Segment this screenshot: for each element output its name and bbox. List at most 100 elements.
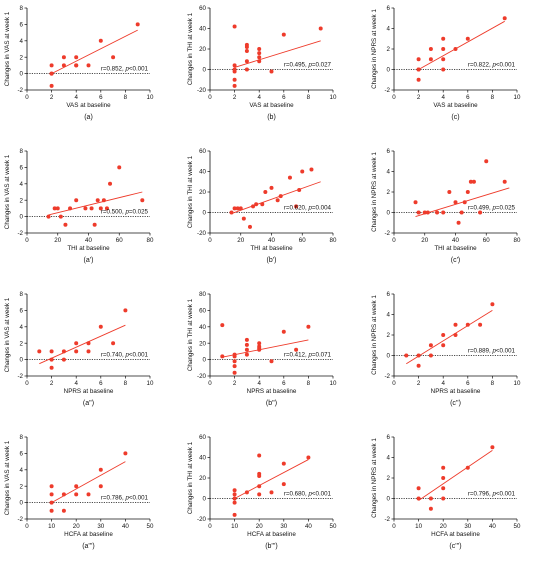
correlation-p-value: <0.001	[496, 348, 516, 355]
data-point	[86, 492, 91, 497]
x-tick-label: 0	[392, 237, 396, 244]
x-tick-label: 50	[147, 523, 154, 530]
data-point	[441, 465, 446, 470]
data-point	[68, 206, 73, 211]
x-tick-label: 4	[257, 380, 261, 387]
y-axis-label: Changes in VAS at week 1	[4, 297, 11, 372]
data-point	[89, 206, 94, 211]
data-point	[58, 214, 63, 219]
x-tick-label: 2	[233, 380, 237, 387]
data-point	[294, 204, 299, 209]
y-tick-label: 6	[387, 434, 391, 441]
data-point	[244, 49, 249, 54]
correlation-annotation: r=0.786, p<0.001	[101, 495, 149, 502]
x-tick-label: 40	[489, 523, 496, 530]
scatter-panel-2: Changes in THI at week 1 -20 0 20 40 60 0 2 4 6 8 1…	[183, 0, 366, 142]
data-point	[441, 476, 446, 480]
y-tick-label: 6	[387, 5, 391, 12]
scatter-panel-4: Changes in VAS at week 1 -2 0 2 4 6 8 0 20 40 60 80…	[0, 143, 183, 285]
x-tick-label: 2	[50, 94, 54, 101]
correlation-r: r=0.500,	[101, 209, 126, 216]
y-tick-label: 60	[199, 308, 206, 315]
x-tick-label: 10	[48, 523, 55, 530]
correlation-p-symbol: p	[307, 352, 312, 359]
correlation-p-value: <0.001	[129, 352, 149, 359]
data-point	[49, 484, 54, 489]
y-axis-label: Changes in VAS at week 1	[4, 440, 11, 515]
x-tick-label: 30	[97, 523, 104, 530]
data-point	[244, 342, 249, 347]
data-point	[309, 167, 314, 172]
x-axis-label: THI at baseline	[67, 245, 110, 252]
data-point	[74, 198, 79, 203]
correlation-r: r=0.786,	[101, 495, 126, 502]
scatter-panel-8: Changes in THI at week 1 -20 0 20 40 60 80 0 2 4 6…	[183, 286, 366, 428]
panel-caption: (c'')	[450, 400, 461, 407]
data-point	[49, 357, 54, 362]
data-point	[244, 490, 249, 495]
x-tick-label: 80	[147, 237, 154, 244]
data-point	[104, 206, 109, 211]
x-tick-label: 20	[256, 523, 263, 530]
y-tick-label: 6	[387, 148, 391, 155]
data-point	[61, 349, 66, 354]
x-tick-label: 6	[99, 94, 103, 101]
x-tick-label: 0	[392, 380, 396, 387]
y-tick-label: 0	[387, 67, 391, 74]
y-tick-label: 8	[20, 148, 24, 155]
data-point	[251, 204, 256, 209]
data-point	[428, 343, 433, 348]
data-point	[86, 63, 91, 68]
data-point	[98, 206, 103, 211]
y-tick-label: -20	[197, 516, 207, 523]
y-tick-label: 2	[387, 46, 391, 53]
data-point	[49, 500, 54, 505]
data-point	[61, 55, 66, 60]
data-point	[232, 492, 237, 497]
correlation-annotation: r=0.412, p=0.071	[284, 352, 332, 359]
panel-caption: (b')	[267, 257, 277, 264]
y-axis-label: Changes in NPRS at week 1	[371, 438, 378, 518]
y-tick-label: 0	[387, 353, 391, 360]
correlation-p-value: =0.004	[312, 205, 332, 212]
regression-line	[51, 29, 138, 75]
data-point	[257, 453, 262, 458]
x-axis-label: THI at baseline	[434, 245, 477, 252]
x-tick-label: 0	[208, 380, 212, 387]
x-tick-label: 0	[208, 237, 212, 244]
correlation-annotation: r=0.500, p=0.025	[101, 209, 149, 216]
data-point	[37, 349, 42, 354]
data-point	[232, 488, 237, 493]
y-tick-label: 0	[203, 67, 207, 74]
data-point	[462, 200, 467, 205]
x-tick-label: 4	[441, 380, 445, 387]
data-point	[108, 181, 113, 186]
data-point	[428, 57, 433, 62]
regression-line	[222, 339, 309, 358]
data-point	[297, 187, 302, 192]
x-axis-label: HCFA at baseline	[64, 531, 113, 538]
x-tick-label: 8	[491, 380, 495, 387]
correlation-r: r=0.680,	[284, 491, 309, 498]
regression-line	[415, 187, 510, 218]
data-point	[74, 492, 79, 497]
data-point	[220, 323, 225, 328]
data-point	[241, 216, 246, 221]
data-point	[260, 202, 265, 207]
correlation-annotation: r=0.620, p=0.004	[284, 205, 332, 212]
data-point	[502, 179, 507, 184]
x-tick-label: 60	[299, 237, 306, 244]
panel-caption: (a)	[84, 114, 93, 121]
data-point	[232, 206, 237, 211]
data-point	[441, 486, 446, 491]
data-point	[294, 347, 299, 352]
y-tick-label: 2	[20, 340, 24, 347]
y-tick-label: 0	[20, 71, 24, 78]
data-point	[46, 214, 51, 219]
x-tick-label: 4	[257, 94, 261, 101]
y-axis-label: Changes in VAS at week 1	[4, 154, 11, 229]
correlation-r: r=0.499,	[468, 205, 493, 212]
data-point	[135, 22, 140, 27]
